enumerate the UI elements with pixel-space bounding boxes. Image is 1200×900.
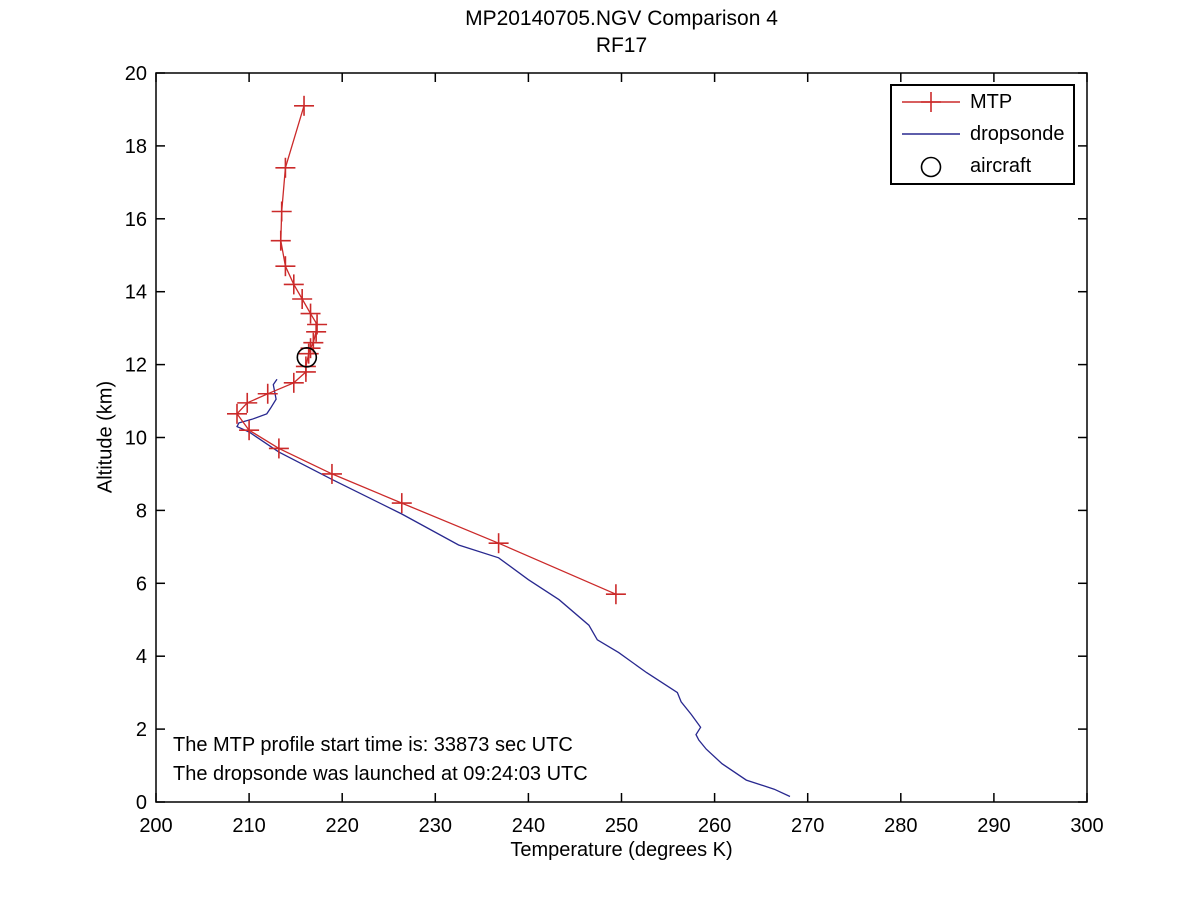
series-line-MTP [236, 105, 617, 595]
aircraft-circle-icon [920, 156, 942, 178]
annotation-line-dropsonde-launch: The dropsonde was launched at 09:24:03 U… [173, 763, 588, 785]
x-tick-label: 230 [419, 815, 452, 837]
y-tick-label: 2 [136, 719, 147, 741]
y-tick-label: 20 [125, 63, 147, 85]
legend: MTP dropsonde aircraft [890, 84, 1075, 185]
aircraft-marker [296, 347, 318, 368]
y-tick-label: 18 [125, 136, 147, 158]
legend-label-aircraft: aircraft [970, 155, 1032, 178]
chart-title-line1: MP20140705.NGV Comparison 4 [465, 7, 778, 30]
y-tick-label: 8 [136, 500, 147, 522]
y-tick-label: 0 [136, 792, 147, 814]
legend-sample-circle [920, 156, 942, 178]
annotation-line-mtp-start: The MTP profile start time is: 33873 sec… [173, 734, 573, 756]
x-tick-label: 290 [977, 815, 1010, 837]
y-tick-label: 4 [136, 646, 147, 668]
y-tick-label: 12 [125, 355, 147, 377]
mtp-plus-line-icon [902, 92, 960, 113]
y-tick-label: 16 [125, 209, 147, 231]
x-axis-label: Temperature (degrees K) [510, 839, 733, 861]
x-tick-label: 220 [326, 815, 359, 837]
legend-label-mtp: MTP [970, 90, 1013, 113]
x-tick-label: 270 [791, 815, 824, 837]
chart-title-line2: RF17 [595, 34, 648, 57]
x-tick-label: 210 [232, 815, 265, 837]
series-line-dropsonde [236, 378, 791, 798]
series-dropsonde [236, 378, 791, 798]
x-tick-label: 200 [139, 815, 172, 837]
x-tick-label: 280 [884, 815, 917, 837]
x-tick-label: 250 [605, 815, 638, 837]
y-axis-label: Altitude (km) [94, 380, 117, 494]
y-tick-label: 10 [125, 428, 147, 450]
y-tick-label: 14 [125, 282, 147, 304]
chart-title: MP20140705.NGV Comparison 4 RF17 [156, 5, 1087, 59]
x-tick-label: 240 [512, 815, 545, 837]
series-aircraft [296, 347, 318, 368]
x-tick-label: 300 [1070, 815, 1103, 837]
legend-label-dropsonde: dropsonde [970, 122, 1065, 145]
dropsonde-line-icon [902, 133, 960, 136]
y-tick-label: 6 [136, 573, 147, 595]
x-tick-label: 260 [698, 815, 731, 837]
legend-item-dropsonde: dropsonde [892, 118, 1073, 150]
legend-item-mtp: MTP [892, 86, 1073, 118]
annotation-text: The MTP profile start time is: 33873 sec… [173, 731, 588, 789]
legend-item-aircraft: aircraft [892, 151, 1073, 183]
